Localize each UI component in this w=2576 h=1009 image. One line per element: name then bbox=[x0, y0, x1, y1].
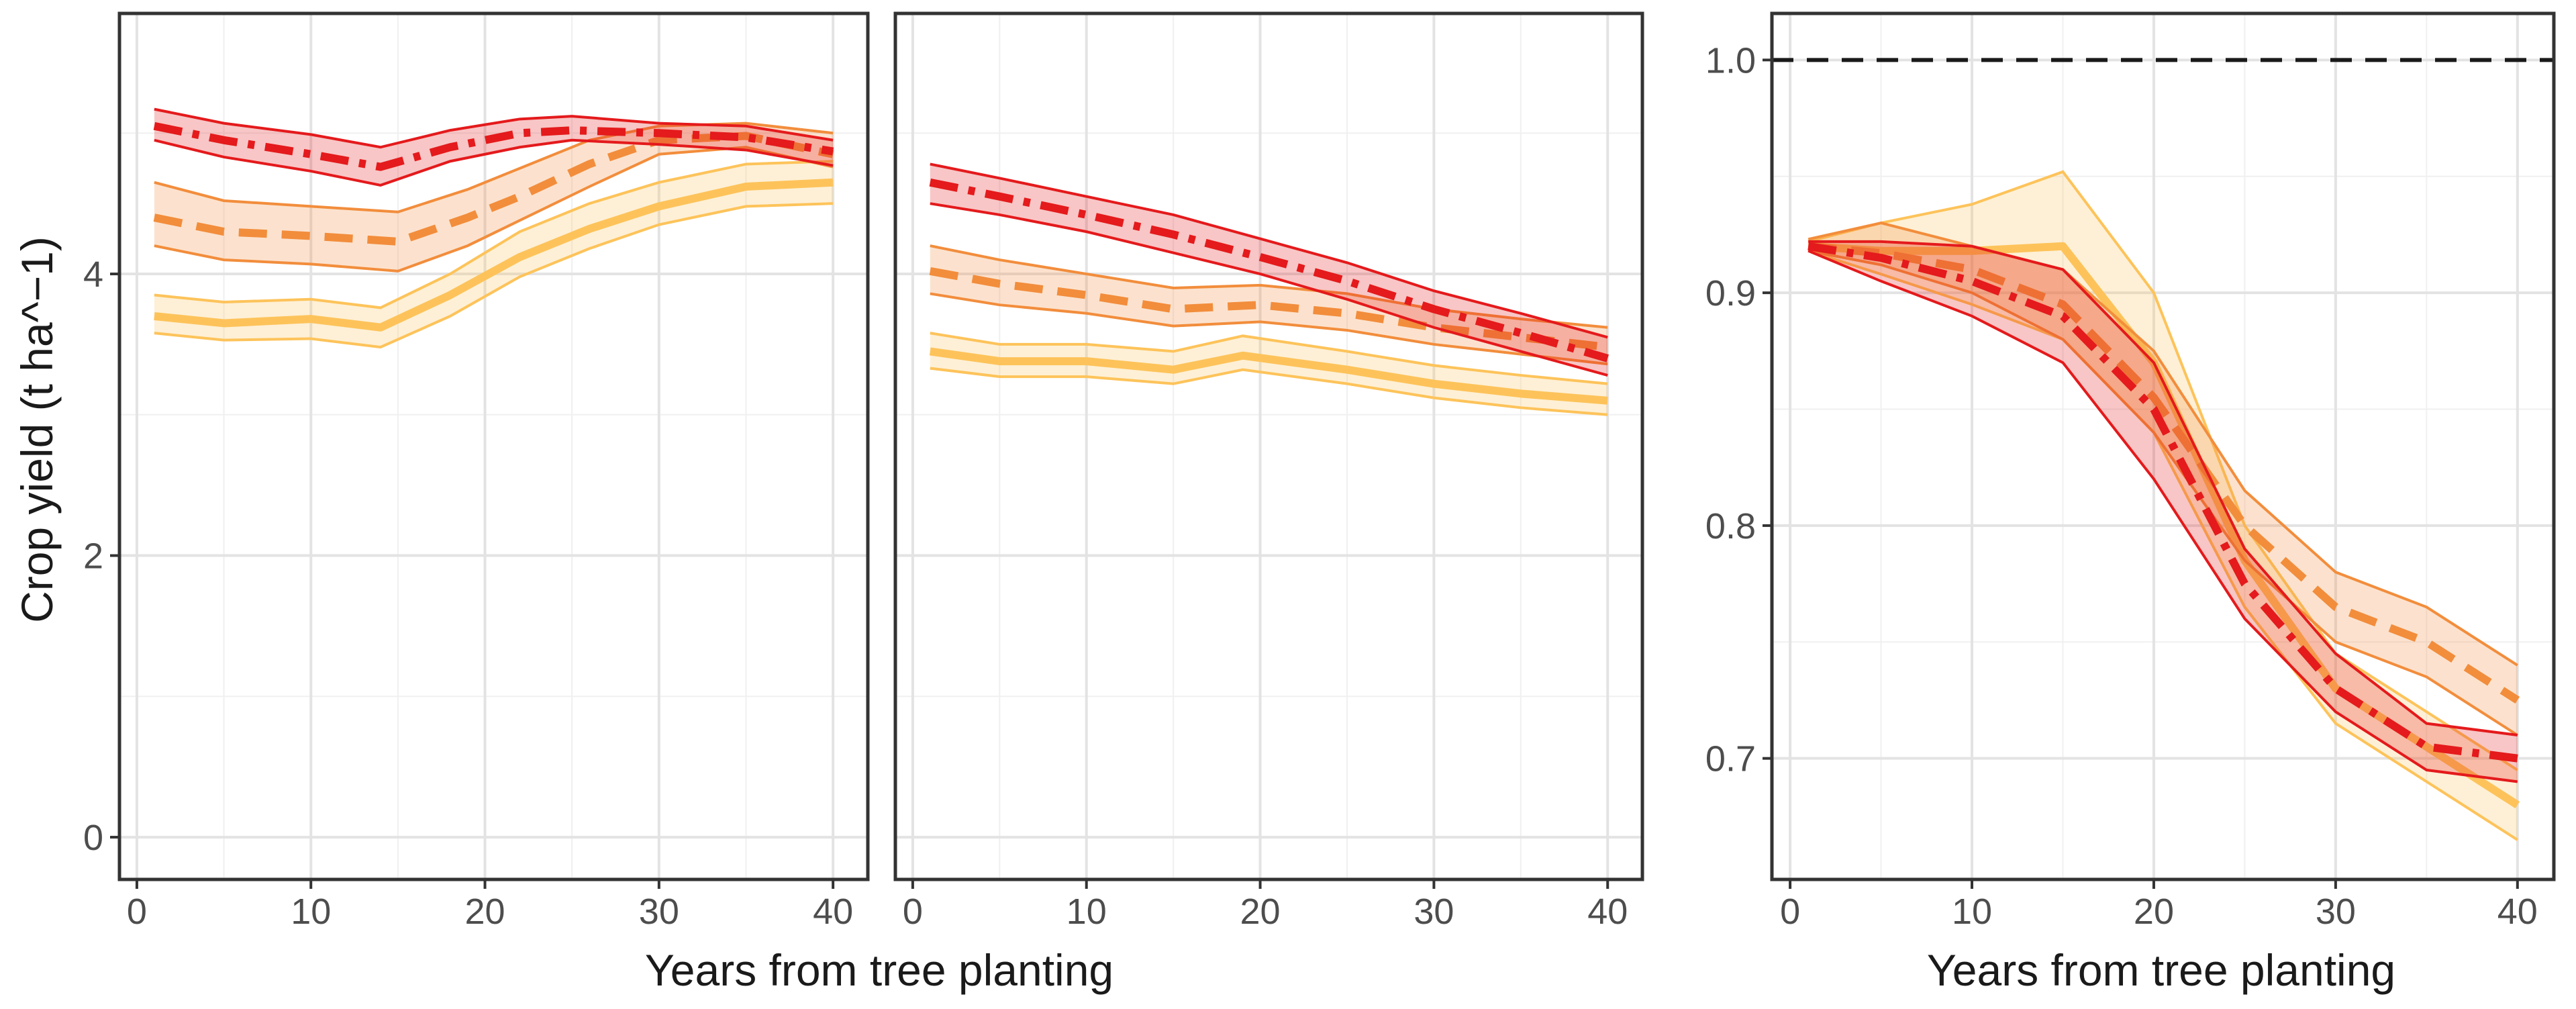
series-low-mean-line bbox=[154, 178, 834, 332]
x-tick-label: 0 bbox=[903, 892, 923, 932]
series-low-ribbon bbox=[930, 333, 1608, 415]
series-high-mean-line bbox=[929, 178, 1609, 363]
y-tick-label: 0.7 bbox=[1705, 739, 1756, 779]
series-mid-mean-line bbox=[929, 267, 1608, 352]
series-low-upper-bound bbox=[1807, 170, 2518, 771]
panel-border bbox=[117, 11, 870, 881]
y-tick-label: 0 bbox=[83, 818, 103, 858]
series-high-ribbon bbox=[154, 109, 834, 185]
x-tick-label: 30 bbox=[1414, 892, 1454, 932]
series-mid-upper-bound bbox=[930, 244, 1608, 329]
x-tick-label: 0 bbox=[1780, 892, 1800, 932]
series-high-ribbon bbox=[1808, 241, 2518, 782]
y-tick-label: 0.8 bbox=[1705, 506, 1756, 546]
series-mid-mean-line bbox=[153, 132, 834, 246]
series-low-lower-bound bbox=[930, 367, 1608, 416]
x-tick-label: 10 bbox=[291, 892, 331, 932]
x-tick-label: 20 bbox=[464, 892, 505, 932]
series-high-lower-bound bbox=[1807, 249, 2518, 783]
series-high-mean-line bbox=[153, 122, 834, 171]
x-tick-label: 40 bbox=[813, 892, 853, 932]
series-mid-upper-bound bbox=[1807, 222, 2518, 667]
panel-border bbox=[1770, 11, 2556, 881]
x-tick-label: 10 bbox=[1067, 892, 1107, 932]
x-tick-label: 30 bbox=[2316, 892, 2356, 932]
x-tick-label: 20 bbox=[2134, 892, 2174, 932]
panel-background bbox=[895, 13, 1642, 879]
series-mid-ribbon bbox=[154, 123, 834, 271]
series-high-lower-bound bbox=[930, 202, 1608, 377]
series-low-upper-bound bbox=[154, 160, 834, 309]
x-tick-label: 0 bbox=[127, 892, 147, 932]
series-mid-lower-bound bbox=[154, 146, 834, 273]
series-mid-lower-bound bbox=[930, 292, 1608, 366]
series-low-mean-line bbox=[929, 347, 1608, 405]
y-tick-label: 1.0 bbox=[1705, 40, 1756, 81]
x-tick-label: 10 bbox=[1952, 892, 1992, 932]
series-mid-ribbon bbox=[930, 246, 1608, 365]
series-low-ribbon bbox=[1808, 171, 2518, 840]
series-high-upper-bound bbox=[1808, 240, 2518, 736]
series-low-lower-bound bbox=[154, 202, 834, 349]
series-mid-lower-bound bbox=[1807, 249, 2518, 736]
series-mid-mean-line bbox=[1807, 242, 2520, 704]
x-tick-label: 20 bbox=[1240, 892, 1281, 932]
panel-1: 0 10 20 30 40 0 2 4 bbox=[83, 11, 870, 932]
series-high-lower-bound bbox=[154, 138, 834, 187]
series-high-upper-bound bbox=[930, 162, 1608, 339]
x-tick-label: 40 bbox=[1587, 892, 1628, 932]
panel-border bbox=[893, 11, 1644, 881]
series-low-upper-bound bbox=[930, 332, 1608, 385]
y-tick-label: 0.9 bbox=[1705, 273, 1756, 314]
series-high-upper-bound bbox=[154, 107, 834, 149]
x-axis-label-right: Years from tree planting bbox=[1927, 945, 2395, 995]
x-tick-label: 30 bbox=[639, 892, 679, 932]
x-axis-label-left: Years from tree planting bbox=[645, 945, 1113, 995]
series-mid-ribbon bbox=[1808, 223, 2518, 736]
x-tick-label: 40 bbox=[2497, 892, 2538, 932]
panel-2: 0 10 20 30 40 bbox=[893, 11, 1644, 932]
series-high-mean-line bbox=[1807, 242, 2518, 763]
panel-background bbox=[119, 13, 868, 879]
panel-3: 0 10 20 30 40 0.7 0.8 0.9 1.0 bbox=[1705, 11, 2556, 932]
y-axis-label: Crop yield (t ha^−1) bbox=[12, 236, 62, 623]
y-tick-label: 4 bbox=[83, 254, 103, 295]
y-tick-label: 2 bbox=[83, 536, 103, 577]
